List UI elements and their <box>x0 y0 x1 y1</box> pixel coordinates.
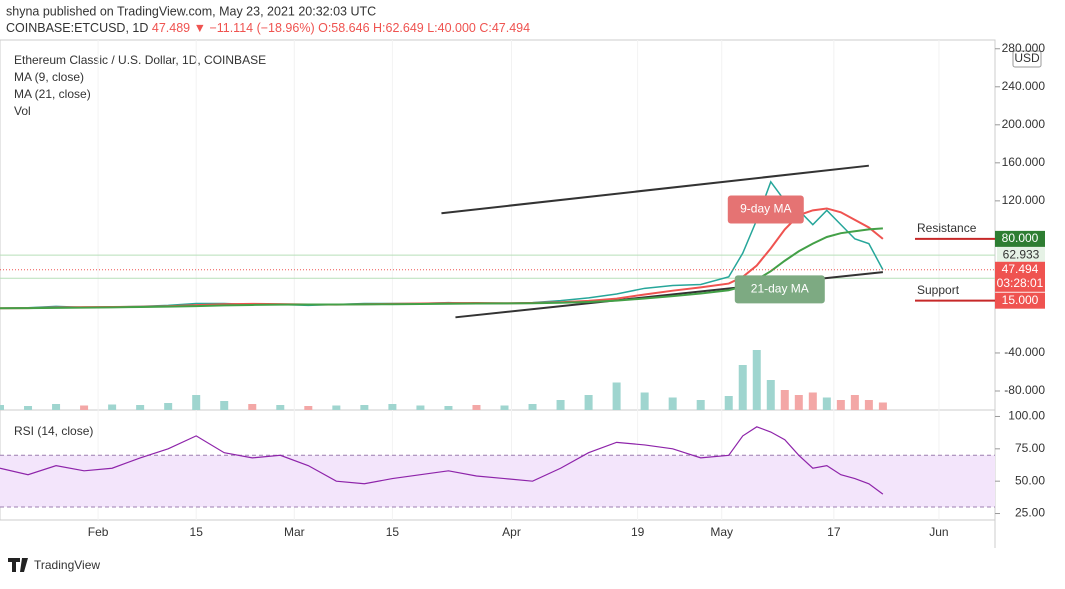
volume-bar <box>276 405 285 410</box>
volume-bar <box>500 405 509 410</box>
y-tick-label: 240.000 <box>1002 79 1046 93</box>
trendline <box>441 164 869 215</box>
resistance-box <box>995 230 1045 247</box>
volume-bar <box>724 396 733 410</box>
publisher: shyna published on TradingView.com, May … <box>6 4 376 18</box>
resistance-text: Resistance <box>917 221 977 235</box>
volume-bar <box>640 392 649 410</box>
ohlc-line: COINBASE:ETCUSD, 1D 47.489 ▼ −11.114 (−1… <box>6 21 530 35</box>
volume-bar <box>878 402 887 410</box>
volume-bar <box>108 404 117 410</box>
volume-bar <box>136 405 145 410</box>
x-tick-label: Jun <box>929 525 948 539</box>
volume-bar <box>360 405 369 410</box>
y-tick-label: -80.000 <box>1004 383 1045 397</box>
price-label: 47.494 <box>1002 262 1039 276</box>
level-box <box>997 247 1045 264</box>
annotation-text: 21-day MA <box>751 281 809 295</box>
x-tick-label: 15 <box>386 525 400 539</box>
y-tick-label: -40.000 <box>1004 345 1045 359</box>
annotation-box <box>734 275 825 304</box>
volume-bar <box>822 397 831 410</box>
volume-bar <box>696 400 705 410</box>
annotation-text: 9-day MA <box>740 202 791 216</box>
support-label: 15.000 <box>1002 293 1039 307</box>
footer: TradingView <box>34 558 100 572</box>
volume-bar <box>416 405 425 410</box>
currency-box <box>1012 50 1042 68</box>
change: ▼ −11.114 (−18.96%) <box>194 21 315 35</box>
ohlc: O:58.646 H:62.649 L:40.000 C:47.494 <box>318 21 530 35</box>
volume-bar <box>52 404 61 410</box>
volume-bar <box>192 395 201 410</box>
x-tick-label: 17 <box>827 525 841 539</box>
volume-bar <box>738 365 747 410</box>
volume-bar <box>0 405 4 410</box>
price-box <box>995 261 1045 292</box>
volume-bar <box>528 404 537 410</box>
volume-bar <box>388 404 397 410</box>
volume-bar <box>766 380 775 410</box>
volume-bar <box>864 400 873 410</box>
volume-bar <box>332 405 341 410</box>
volume-bar <box>304 406 313 410</box>
support-box <box>995 292 1045 309</box>
symbol: COINBASE:ETCUSD, 1D <box>6 21 148 35</box>
y-tick-label: 120.000 <box>1002 193 1046 207</box>
volume-bar <box>808 392 817 410</box>
x-tick-label: Feb <box>88 525 109 539</box>
x-tick-label: Mar <box>284 525 305 539</box>
legend-ma9: MA (9, close) <box>14 70 84 84</box>
level-label: 62.933 <box>1003 247 1040 261</box>
volume-bar <box>612 382 621 410</box>
volume-bar <box>444 406 453 410</box>
y-tick-label: 200.000 <box>1002 117 1046 131</box>
rsi-tick-label: 100.00 <box>1008 409 1045 423</box>
volume-bar <box>794 395 803 410</box>
volume-bar <box>164 403 173 410</box>
legend-rsi: RSI (14, close) <box>14 424 93 438</box>
annotation-box <box>727 195 804 224</box>
legend-ma21: MA (21, close) <box>14 87 91 101</box>
rsi-tick-label: 50.00 <box>1015 473 1045 487</box>
volume-bar <box>850 395 859 410</box>
logo <box>8 558 28 572</box>
y-tick-label: 160.000 <box>1002 155 1046 169</box>
volume-bar <box>752 350 761 410</box>
rsi-tick-label: 25.00 <box>1015 506 1045 520</box>
volume-bar <box>836 400 845 410</box>
volume-bar <box>248 404 257 410</box>
rsi-tick-label: 75.00 <box>1015 441 1045 455</box>
volume-bar <box>668 397 677 410</box>
last: 47.489 <box>152 21 190 35</box>
x-tick-label: Apr <box>502 525 521 539</box>
volume-bar <box>472 405 481 410</box>
volume-bar <box>780 390 789 410</box>
x-tick-label: 19 <box>631 525 645 539</box>
legend-vol: Vol <box>14 104 31 118</box>
x-tick-label: 15 <box>190 525 204 539</box>
x-tick-label: May <box>710 525 733 539</box>
rsi-band <box>0 455 995 508</box>
currency: USD <box>1014 51 1040 65</box>
volume-bar <box>220 401 229 410</box>
rsi-line <box>0 426 884 495</box>
legend-title: Ethereum Classic / U.S. Dollar, 1D, COIN… <box>14 53 266 67</box>
volume-bar <box>24 406 33 410</box>
y-tick-label: 280.000 <box>1002 41 1046 55</box>
support-text: Support <box>917 283 960 297</box>
resistance-label: 80.000 <box>1002 231 1039 245</box>
volume-bar <box>80 405 89 410</box>
countdown: 03:28:01 <box>997 276 1044 290</box>
series-line <box>0 227 883 310</box>
volume-bar <box>556 400 565 410</box>
volume-bar <box>584 395 593 410</box>
